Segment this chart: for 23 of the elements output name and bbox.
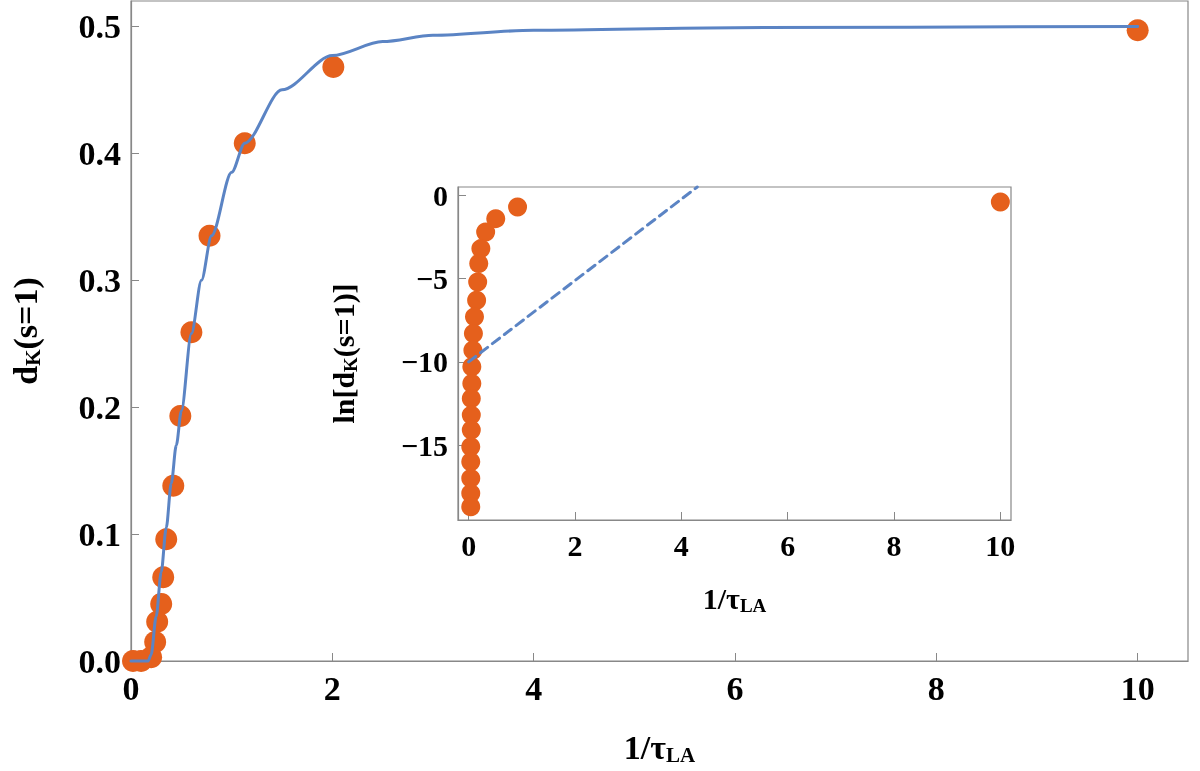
x-tick-label: 6 <box>726 669 744 707</box>
y-tick-label: 0.5 <box>78 7 121 45</box>
y-tick-label: 0.4 <box>78 134 121 172</box>
x-tick-label: 8 <box>886 528 902 562</box>
y-tick-label: 0.1 <box>78 515 121 553</box>
y-tick-label: 0.3 <box>78 261 121 299</box>
y-axis-title: ln[dK(s=1)] <box>327 283 361 424</box>
y-tick-label: −5 <box>415 262 448 296</box>
y-tick-label: 0 <box>433 178 448 212</box>
x-tick-label: 10 <box>1120 669 1155 707</box>
y-tick-label: −15 <box>400 428 448 462</box>
y-tick-label: −10 <box>400 345 448 379</box>
x-tick-label: 10 <box>985 528 1016 562</box>
x-tick-label: 2 <box>567 528 583 562</box>
x-tick-label: 8 <box>927 669 945 707</box>
x-tick-label: 4 <box>525 669 543 707</box>
x-tick-label: 0 <box>461 528 477 562</box>
y-tick-label: 0.2 <box>78 388 121 426</box>
y-axis-title: dK(s=1) <box>6 277 45 385</box>
y-tick-label: 0.0 <box>78 642 121 680</box>
x-tick-label: 6 <box>780 528 796 562</box>
x-tick-label: 2 <box>323 669 341 707</box>
x-tick-label: 4 <box>673 528 689 562</box>
